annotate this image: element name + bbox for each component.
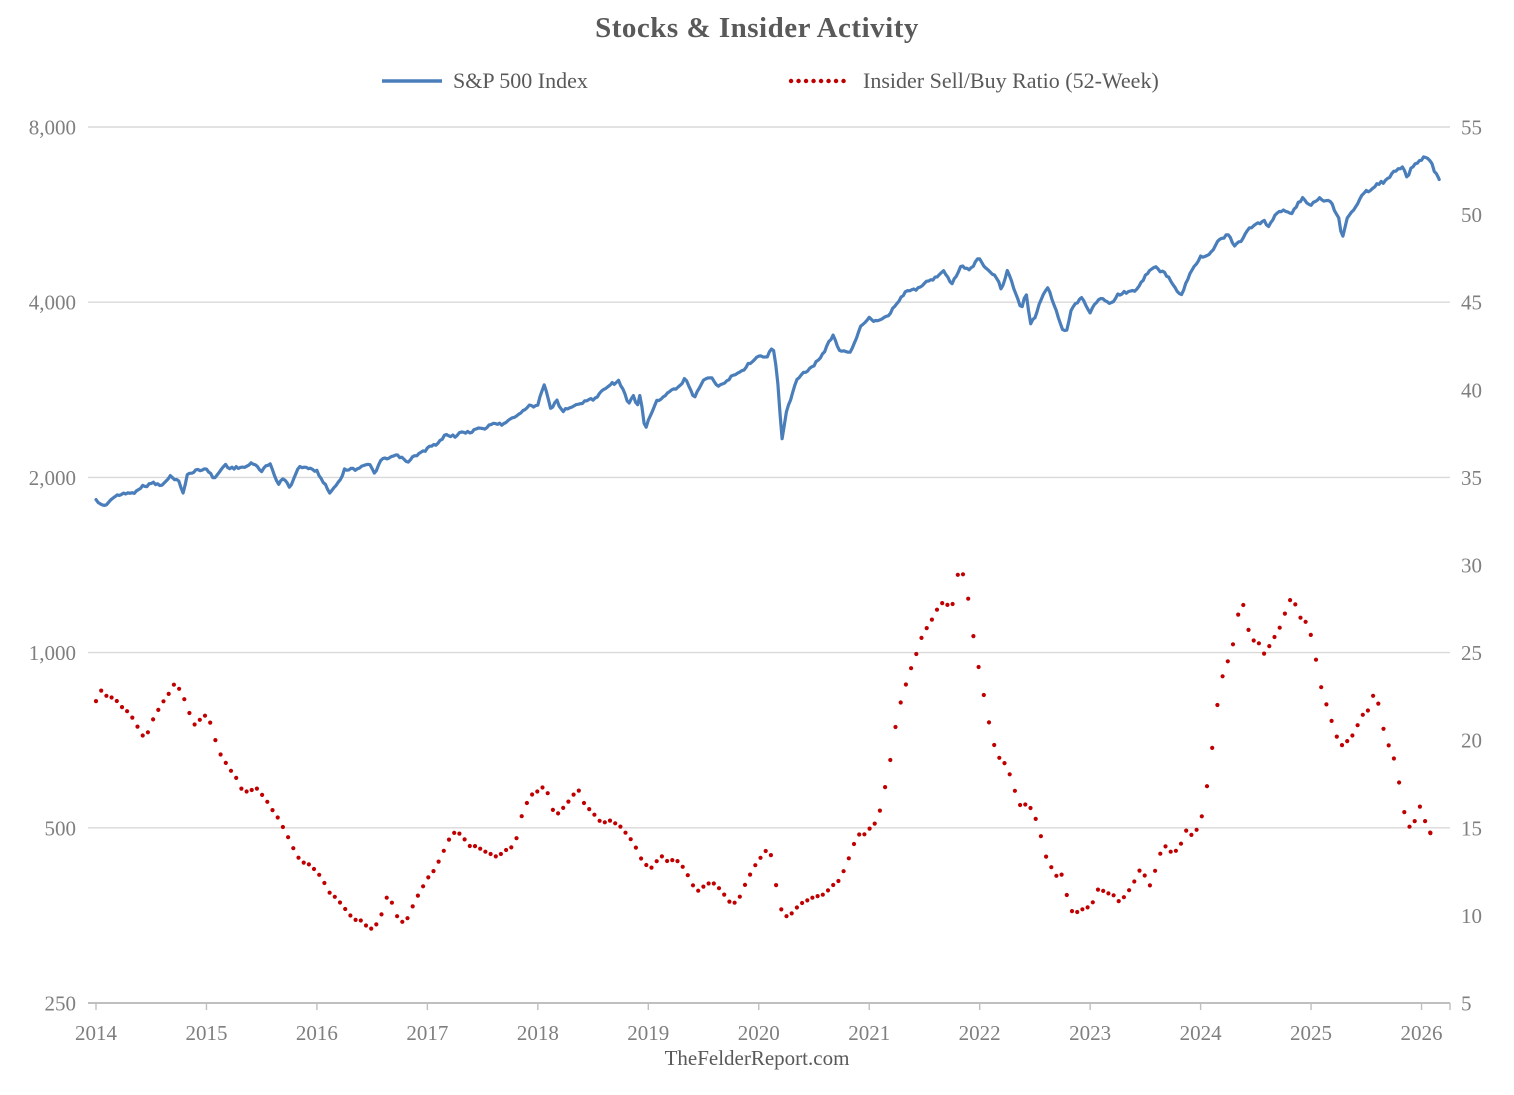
y-axis-right-tick-label: 15 [1461,816,1482,840]
legend: S&P 500 Index Insider Sell/Buy Ratio (52… [0,66,1514,96]
y-axis-left-tick-label: 500 [45,816,77,840]
y-axis-right-tick-label: 25 [1461,641,1482,665]
y-axis-right-tick-label: 30 [1461,554,1482,578]
sp500-line-icon [382,79,442,83]
y-axis-left-tick-label: 4,000 [29,291,76,315]
x-axis-tick-label: 2020 [738,1021,780,1045]
x-axis-tick-label: 2017 [406,1021,448,1045]
x-axis-tick-label: 2026 [1401,1021,1443,1045]
x-axis-tick-label: 2015 [185,1021,227,1045]
y-axis-right-tick-label: 35 [1461,466,1482,490]
y-axis-right-tick-label: 50 [1461,203,1482,227]
dotted-line-icon [788,78,854,84]
x-axis-tick-label: 2014 [75,1021,118,1045]
source-credit: TheFelderReport.com [664,1046,850,1070]
x-axis-tick-label: 2021 [848,1021,890,1045]
x-axis-tick-label: 2019 [627,1021,669,1045]
x-axis-tick-label: 2024 [1180,1021,1223,1045]
legend-label-insider-ratio: Insider Sell/Buy Ratio (52-Week) [863,68,1159,93]
y-axis-right-tick-label: 55 [1461,116,1482,140]
y-axis-right-tick-label: 5 [1461,992,1472,1016]
x-axis-tick-label: 2025 [1290,1021,1332,1045]
y-axis-left-tick-label: 2,000 [29,466,76,490]
insider-ratio-series [93,572,1433,931]
y-axis-left-tick-label: 1,000 [29,641,76,665]
legend-label-sp500: S&P 500 Index [453,68,588,93]
chart-title: Stocks & Insider Activity [595,12,919,44]
sp500-line [94,155,1441,507]
y-axis-left-tick-label: 8,000 [29,116,76,140]
y-axis-right-tick-label: 40 [1461,378,1482,402]
x-axis-tick-label: 2023 [1069,1021,1111,1045]
y-axis-right-tick-label: 45 [1461,291,1482,315]
legend-item-insider-ratio: Insider Sell/Buy Ratio (52-Week) [788,66,1159,96]
x-axis-tick-label: 2022 [959,1021,1001,1045]
x-axis-tick-label: 2016 [296,1021,338,1045]
y-axis-left-tick-label: 250 [45,992,77,1016]
x-axis-tick-label: 2018 [517,1021,559,1045]
legend-item-sp500: S&P 500 Index [380,66,588,96]
y-axis-right-tick-label: 10 [1461,904,1482,928]
y-axis-right-tick-label: 20 [1461,729,1482,753]
